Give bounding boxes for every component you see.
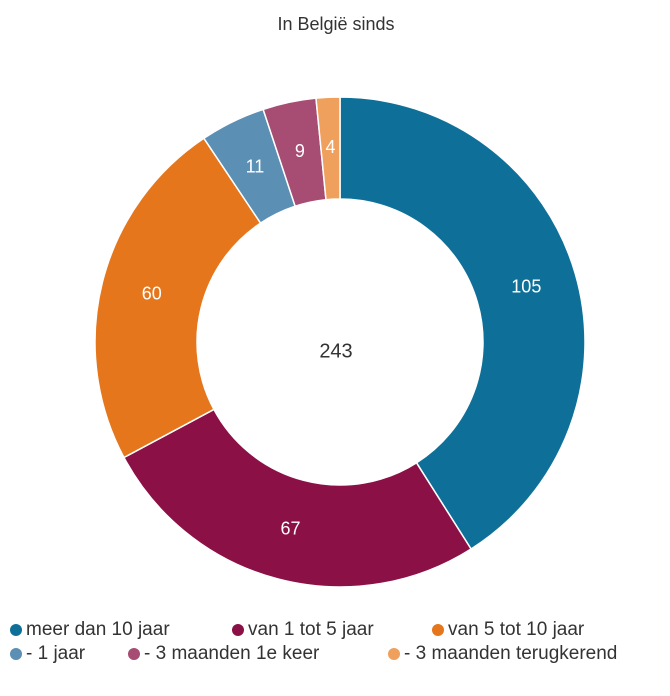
chart-title: In België sinds <box>277 14 394 34</box>
data-label: 60 <box>142 284 162 304</box>
legend-label: - 3 maanden 1e keer <box>144 643 320 664</box>
legend-label: meer dan 10 jaar <box>26 619 170 640</box>
legend-marker <box>10 648 22 660</box>
legend-label: van 5 tot 10 jaar <box>448 619 585 640</box>
legend-label: - 1 jaar <box>26 643 86 664</box>
data-label: 67 <box>281 518 301 538</box>
legend-label: - 3 maanden terugkerend <box>404 643 617 664</box>
legend-label: van 1 tot 5 jaar <box>248 619 374 640</box>
data-label: 105 <box>511 277 541 297</box>
donut-slice <box>122 408 473 588</box>
legend-marker <box>432 624 444 636</box>
legend-marker <box>232 624 244 636</box>
legend-marker <box>128 648 140 660</box>
data-label: 11 <box>246 156 265 176</box>
data-label: 9 <box>295 141 305 161</box>
data-label: 4 <box>325 137 335 157</box>
center-total: 243 <box>319 340 352 362</box>
legend-marker <box>388 648 400 660</box>
donut-slice <box>339 96 586 551</box>
donut-slice <box>315 96 341 201</box>
legend-marker <box>10 624 22 636</box>
donut-slice <box>94 137 262 459</box>
